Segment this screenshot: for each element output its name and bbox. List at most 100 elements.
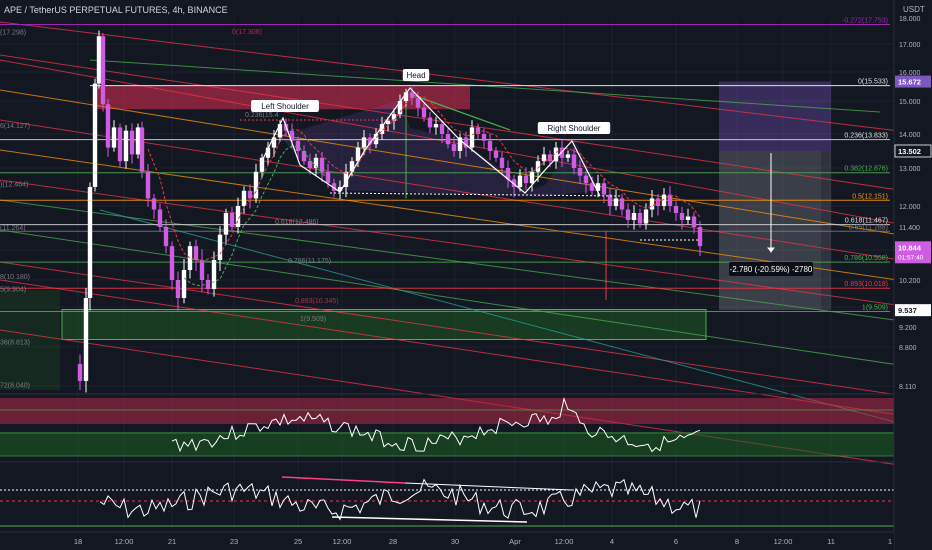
price-tick: 16.000 [899,70,921,77]
price-tick: 10.200 [899,278,921,285]
fib-level-label: 0.786(10.558) [844,255,888,262]
oscillator-pane[interactable]: 80.0040.00 [0,461,917,527]
candle-body [697,227,703,247]
candle-body [92,83,98,187]
candle-body [655,198,661,206]
candle-body [691,216,697,227]
candle-body [307,161,313,168]
time-tick: Apr [509,537,521,546]
candle-body [241,190,247,206]
fib-left-label: 36(8.813) [0,339,30,346]
fib-mid-label: 0.893(10.345) [295,298,339,305]
fib-left-label: (17.298) [0,29,26,36]
candle-body [613,198,619,206]
price-tick: 12.000 [899,204,921,211]
price-tick: 11.400 [899,225,920,232]
candle-body [77,363,83,381]
candle-body [415,98,421,108]
head-and-shoulders-pattern: Left Shoulder Head Right Shoulder [240,69,621,197]
candle-body [343,171,349,187]
time-tick: 12:00 [333,537,352,546]
time-tick: 11 [827,537,835,546]
candle-body [565,154,571,158]
fib-level-label: 0(15.533) [858,79,888,86]
candle-body [83,298,89,381]
fib-levels: -0.272(17.753) 0(15.533) 0.236(13.833) 0.38… [0,17,890,390]
time-tick: 12:00 [774,537,793,546]
candle-body [169,246,175,280]
pattern-label-box [251,100,319,112]
left-zone [0,290,60,390]
fib-mid-label: 0.236(15.4 [245,112,279,119]
candle-body [673,206,679,213]
candle-body [163,227,169,247]
demand-zone [61,309,707,340]
candle-body [277,124,283,138]
candle-body [589,183,595,191]
candle-body [631,213,637,220]
candle-body [373,134,379,145]
pattern-label-box [402,69,430,81]
candle-body [187,246,193,270]
candle-body [619,198,625,210]
trendline [0,279,932,421]
candle-body [157,209,163,227]
fib-left-label: )(12.464) [0,181,28,188]
time-tick: 18 [74,537,82,546]
candle-body [583,175,589,184]
time-tick: 4 [610,537,614,546]
candle-body [271,137,277,148]
price-tick: 14.000 [899,132,921,139]
price-tick: 17.000 [899,42,921,49]
time-tick: 1 [888,537,892,546]
rsi-line [171,397,701,453]
candle-body [313,157,319,168]
candle-body [529,171,535,184]
candle-body [135,127,141,155]
rsi-pane[interactable]: 80.0040.000.00 [0,393,917,461]
rsi-oversold-zone [0,432,894,456]
candle-body [355,147,361,162]
divergence-bearish [281,476,406,484]
candle-body [679,213,685,220]
candle-body [105,104,111,148]
candle-body [409,92,415,99]
moving-average-red [147,95,701,262]
candle-body [463,137,469,148]
candle-body [439,124,445,134]
time-tick: 12:00 [555,537,574,546]
candle-body [123,130,129,162]
candle-body [265,147,271,158]
measure-box [729,262,813,276]
pattern-label: Head [406,71,425,80]
price-axis-bg [894,0,932,550]
fib-level-label: 0.382(12.876) [844,166,888,173]
trendline [0,54,932,196]
candle-body [117,127,123,162]
candle-body [295,140,301,151]
last-price-countdown: 01:57:40 [898,254,924,261]
divergence-bullish [331,516,528,523]
trendline [0,119,932,266]
divergence-guide [404,482,573,491]
candle-body [331,183,337,191]
candle-body [667,194,673,206]
price-tick: 18.000 [899,16,921,23]
fib-mid-label: 0.618(12.486) [275,219,319,226]
fib-level-label: 1(9.509) [862,305,888,312]
candle-body [451,144,457,151]
time-axis-bg [0,532,894,550]
candle-body [601,183,607,195]
price-tick: 8.110 [899,384,916,391]
candles[interactable] [77,30,703,393]
candle-body [661,194,667,206]
neckline [329,192,621,197]
candle-body [391,114,397,121]
candle-body [541,154,547,162]
candle-body [649,198,655,210]
candle-body [259,157,265,172]
candle-body [487,140,493,151]
trendline [0,21,932,136]
